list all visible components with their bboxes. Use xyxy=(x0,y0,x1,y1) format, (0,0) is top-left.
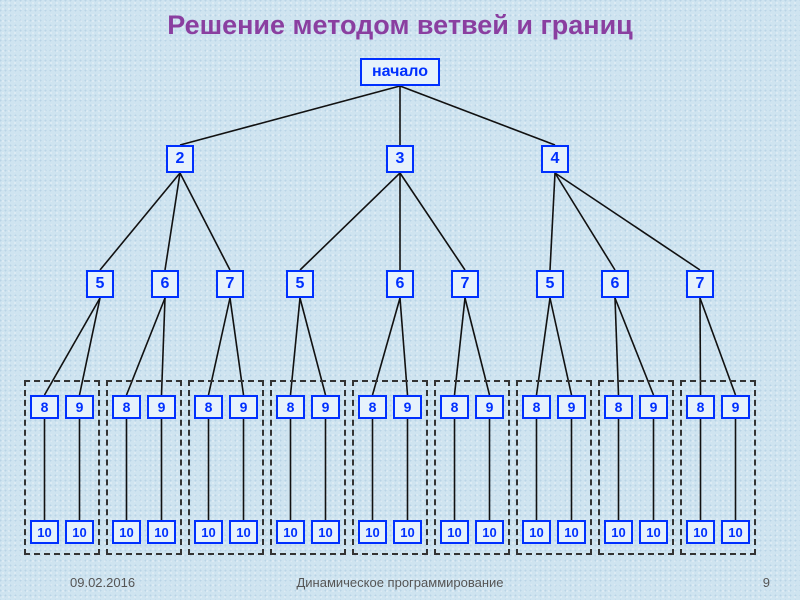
dashed-group xyxy=(680,380,756,555)
dashed-group xyxy=(188,380,264,555)
tree-node: 6 xyxy=(151,270,179,298)
dashed-group xyxy=(516,380,592,555)
tree-node: 2 xyxy=(166,145,194,173)
tree-node: 7 xyxy=(686,270,714,298)
dashed-group xyxy=(598,380,674,555)
tree-node: 6 xyxy=(601,270,629,298)
tree-node: начало xyxy=(360,58,440,86)
tree-node: 3 xyxy=(386,145,414,173)
dashed-group xyxy=(270,380,346,555)
dashed-group xyxy=(24,380,100,555)
dashed-group xyxy=(434,380,510,555)
footer-caption: Динамическое программирование xyxy=(0,575,800,590)
tree-node: 7 xyxy=(451,270,479,298)
tree-node: 5 xyxy=(86,270,114,298)
tree-node: 7 xyxy=(216,270,244,298)
tree-node: 6 xyxy=(386,270,414,298)
dashed-group xyxy=(352,380,428,555)
dashed-group xyxy=(106,380,182,555)
footer-page: 9 xyxy=(763,575,770,590)
tree-node: 5 xyxy=(286,270,314,298)
tree-node: 4 xyxy=(541,145,569,173)
tree-node: 5 xyxy=(536,270,564,298)
slide-canvas: Решение методом ветвей и границ начало23… xyxy=(0,0,800,600)
